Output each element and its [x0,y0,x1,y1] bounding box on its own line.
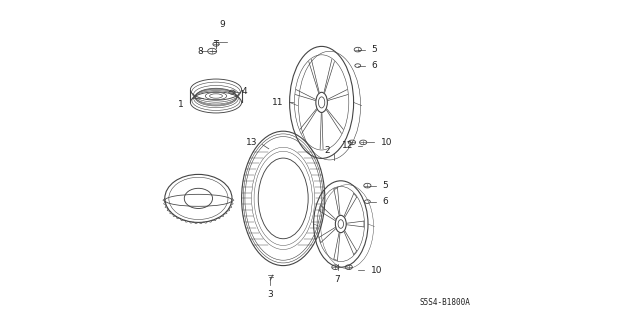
Text: 9: 9 [219,20,225,28]
Text: 10: 10 [371,266,383,275]
Text: 11: 11 [272,98,283,107]
Text: 12: 12 [342,141,353,150]
Text: 5: 5 [383,181,388,190]
Text: 6: 6 [383,197,388,206]
Text: 5: 5 [371,45,377,54]
Text: 1: 1 [179,100,184,108]
Text: 13: 13 [246,138,257,147]
Text: 2: 2 [324,146,330,155]
Text: 10: 10 [381,138,392,147]
Text: 3: 3 [268,290,273,299]
Text: S5S4-B1800A: S5S4-B1800A [420,298,470,307]
Text: 7: 7 [334,275,340,284]
Text: 4: 4 [242,87,247,96]
Text: 6: 6 [371,61,377,70]
Text: 8: 8 [198,47,204,56]
